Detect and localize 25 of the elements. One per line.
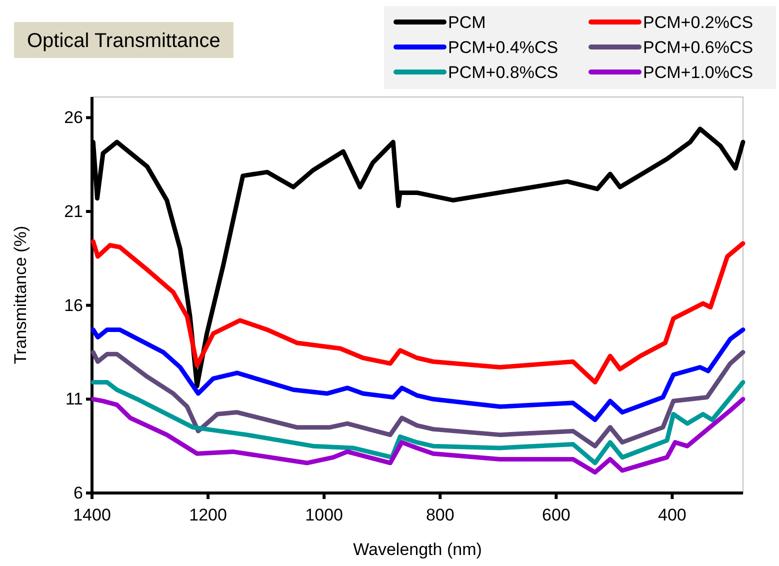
- line-series: [90, 350, 746, 448]
- legend-label: PCM: [448, 13, 486, 32]
- x-axis-title: Wavelength (nm): [353, 540, 482, 559]
- x-tick-label: 600: [542, 506, 570, 525]
- x-tick-label: 1000: [305, 506, 343, 525]
- legend-label: PCM+0.6%CS: [643, 38, 754, 57]
- y-axis-title: Transmittance (%): [11, 226, 30, 364]
- legend-label: PCM+0.4%CS: [448, 38, 558, 57]
- line-series: [90, 327, 746, 422]
- y-tick-label: 6: [74, 483, 83, 502]
- x-tick-label: 1400: [73, 506, 111, 525]
- line-series: [90, 380, 746, 466]
- x-tick-label: 400: [658, 506, 686, 525]
- chart-title: Optical Transmittance: [27, 30, 220, 52]
- legend-label: PCM+1.0%CS: [643, 63, 754, 82]
- y-tick-label: 26: [64, 108, 83, 128]
- y-tick-label: 21: [64, 202, 83, 221]
- legend-label: PCM+0.8%CS: [448, 63, 558, 82]
- x-tick-label: 800: [426, 506, 454, 525]
- x-tick-label: 1200: [189, 506, 227, 525]
- legend-label: PCM+0.2%CS: [643, 13, 754, 32]
- y-tick-label: 11: [65, 390, 83, 409]
- line-series: [90, 396, 746, 475]
- y-tick-label: 16: [64, 296, 83, 315]
- line-series: [90, 239, 746, 385]
